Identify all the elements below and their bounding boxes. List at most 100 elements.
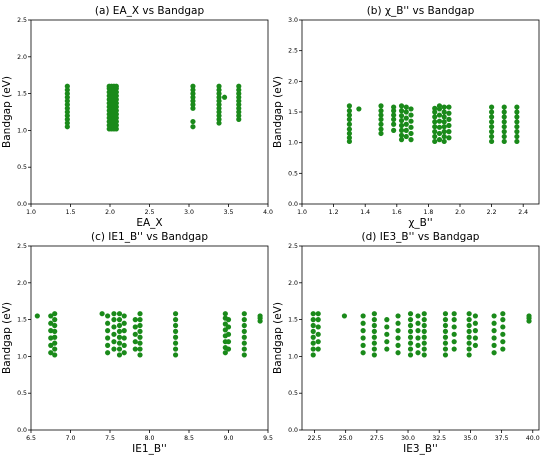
data-point: [403, 121, 409, 127]
data-point: [64, 116, 70, 122]
x-tick-label: 1.8: [423, 209, 433, 216]
data-point: [441, 114, 447, 120]
data-point: [501, 104, 507, 110]
data-point: [408, 137, 414, 143]
data-point: [500, 317, 506, 323]
data-point: [491, 350, 497, 356]
data-point: [105, 320, 111, 326]
y-axis-label: Bandgap (eV): [272, 76, 284, 148]
data-point: [310, 346, 316, 352]
data-point: [52, 322, 58, 329]
data-point: [257, 313, 263, 319]
data-point: [489, 119, 495, 125]
data-point: [137, 311, 143, 317]
y-tick-label: 2.5: [17, 243, 27, 250]
data-point: [172, 317, 179, 323]
data-point: [216, 109, 222, 115]
data-point: [408, 118, 414, 124]
x-tick-label: 1.6: [392, 209, 402, 216]
data-point: [421, 340, 427, 346]
y-axis-label: Bandgap (eV): [272, 302, 284, 374]
data-point: [64, 83, 70, 89]
x-tick-label: 32.5: [432, 435, 446, 442]
data-point: [395, 350, 401, 356]
data-point: [190, 83, 196, 89]
y-tick-label: 0.0: [288, 201, 298, 208]
data-point: [52, 346, 58, 352]
data-point: [52, 317, 58, 323]
x-tick-label: 25.0: [339, 435, 353, 442]
x-tick-label: 22.5: [308, 435, 322, 442]
data-point: [441, 104, 447, 110]
x-tick-label: 2.2: [487, 209, 497, 216]
data-point: [113, 107, 119, 114]
data-point: [391, 116, 397, 122]
data-point: [384, 331, 390, 337]
data-point: [526, 313, 532, 319]
data-point: [48, 320, 54, 326]
data-point: [172, 340, 179, 346]
data-point: [391, 127, 397, 133]
data-point: [442, 334, 449, 340]
data-point: [346, 121, 352, 127]
data-point: [64, 94, 70, 100]
data-point: [241, 328, 247, 334]
data-point: [315, 317, 321, 323]
y-tick-label: 0.0: [17, 201, 27, 208]
data-point: [472, 335, 478, 341]
data-point: [225, 324, 232, 330]
data-point: [421, 328, 427, 334]
data-point: [137, 334, 143, 340]
chart-title: (d) IE3_B'' vs Bandgap: [362, 231, 480, 243]
data-point: [472, 313, 478, 319]
data-point: [216, 94, 222, 100]
data-point: [172, 352, 179, 358]
data-point: [241, 317, 247, 323]
data-point: [491, 328, 497, 334]
data-point: [451, 346, 457, 352]
data-point: [500, 311, 506, 317]
x-tick-label: 40.0: [526, 435, 540, 442]
data-point: [466, 334, 472, 340]
data-point: [105, 313, 111, 319]
data-point: [236, 102, 242, 108]
data-point: [241, 340, 247, 346]
data-point: [52, 328, 58, 334]
data-point: [395, 328, 401, 334]
y-tick-label: 2.0: [17, 54, 27, 61]
data-point: [222, 311, 228, 317]
y-tick-label: 0.5: [288, 170, 298, 177]
data-point: [360, 328, 366, 334]
scatter-panel-3: (c) IE1_B'' vs Bandgap 6.5 7.0 7.5 8.0 8.5 9.0…: [1, 231, 273, 455]
data-point: [236, 113, 242, 119]
data-point: [137, 317, 143, 323]
x-tick-label: 27.5: [370, 435, 384, 442]
data-point: [113, 111, 119, 117]
data-point: [421, 346, 427, 352]
x-axis-label: χ_B'': [408, 217, 432, 229]
data-point: [64, 120, 70, 126]
data-point: [116, 340, 123, 346]
data-point: [105, 350, 111, 356]
data-point: [514, 138, 520, 145]
y-tick-label: 1.0: [17, 127, 27, 134]
data-point: [346, 135, 352, 141]
data-point: [391, 108, 397, 114]
data-point: [105, 328, 111, 334]
data-point: [225, 339, 232, 345]
data-point: [52, 340, 58, 346]
data-points: [64, 83, 242, 132]
data-point: [489, 133, 495, 140]
data-point: [371, 317, 377, 323]
data-point: [315, 324, 321, 330]
data-point: [432, 119, 438, 125]
data-point: [403, 104, 409, 110]
data-point: [491, 320, 497, 326]
data-point: [111, 317, 117, 323]
data-point: [64, 124, 70, 130]
data-point: [436, 124, 443, 130]
data-point: [121, 320, 127, 326]
chart-title: (b) χ_B'' vs Bandgap: [367, 5, 475, 17]
data-point: [64, 113, 70, 119]
data-point: [225, 317, 232, 323]
